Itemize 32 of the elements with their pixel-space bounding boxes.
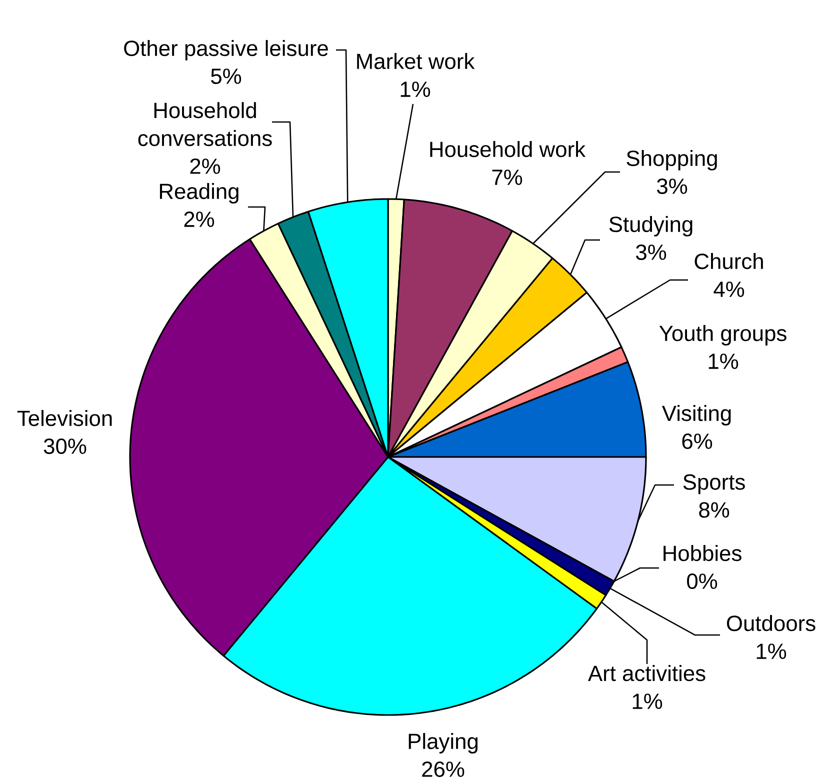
data-label: 1% <box>756 644 786 659</box>
slice-label: Art activities <box>588 665 706 682</box>
slice-label: Visiting <box>662 405 731 426</box>
data-label: 2% <box>184 212 214 227</box>
data-label: 8% <box>699 502 730 518</box>
slice-label: Outdoors <box>726 615 816 632</box>
slice-label: Other passive leisure <box>124 40 328 60</box>
data-label: 1% <box>400 82 430 97</box>
slice-label: Studying <box>609 216 692 236</box>
data-label: 7% <box>492 170 522 185</box>
text: 0% <box>687 573 718 590</box>
slice-label: Sports <box>683 474 745 494</box>
data-label: 4% <box>714 282 744 297</box>
data-label: 30% <box>44 438 86 454</box>
category-label: Hobbies <box>664 545 742 562</box>
slice-label: Youth groups <box>659 325 786 346</box>
slice-label: Market work <box>357 53 475 70</box>
data-label: 1% <box>708 354 738 369</box>
data-label: 3% <box>657 178 688 194</box>
slice-label: Household work <box>430 141 586 158</box>
data-label: 5% <box>211 68 242 84</box>
slice-label: Church <box>694 253 763 270</box>
slice-label: Television <box>17 410 112 426</box>
data-label: 3% <box>636 244 666 260</box>
data-label: 26% <box>422 761 464 778</box>
slice-label: Reading <box>160 183 238 204</box>
slice-label: Playing <box>408 733 478 754</box>
slice-label: Shopping <box>626 150 717 170</box>
data-label: 2% <box>190 158 220 174</box>
slice-label: Household conversations <box>138 102 272 146</box>
data-label: 6% <box>682 433 712 450</box>
data-label: 1% <box>632 694 662 709</box>
